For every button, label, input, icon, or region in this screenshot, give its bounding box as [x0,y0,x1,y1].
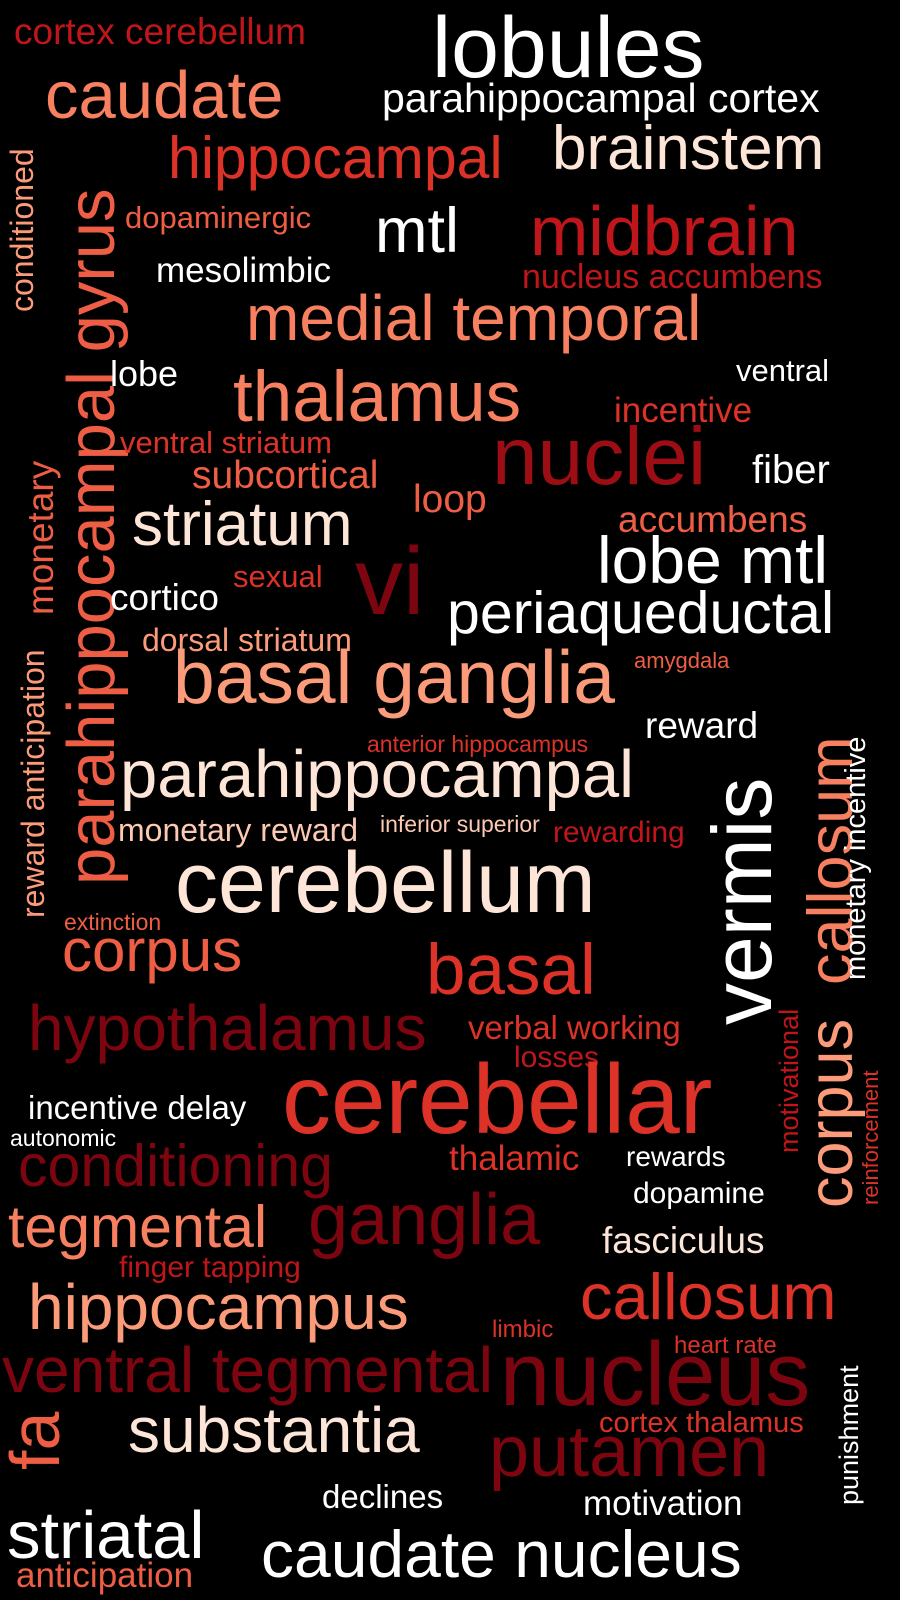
word: rewarding [553,816,685,849]
word: vi [355,528,425,635]
word: thalamic [449,1139,580,1178]
word: caudate nucleus [261,1517,742,1591]
word: ganglia [308,1180,541,1260]
word: monetary reward [118,812,359,848]
word: fiber [752,448,830,492]
word: parahippocampal cortex [382,75,820,121]
word: medial temporal [246,282,702,354]
word: reward [645,705,759,746]
word: conditioning [18,1133,333,1199]
word: striatal [7,1498,205,1573]
word: cortex cerebellum [14,11,307,52]
word: rewards [626,1141,726,1172]
word: reinforcement [858,1070,883,1205]
word: losses [514,1041,600,1074]
word: dorsal striatum [142,622,352,658]
word: motivation [583,1484,743,1523]
word: fa [0,1411,74,1470]
word: hippocampus [28,1271,409,1343]
word: cerebellar [282,1044,713,1154]
word: lobules [432,0,705,96]
word: limbic [492,1316,554,1343]
word: incentive delay [28,1089,247,1126]
word: hypothalamus [28,992,427,1064]
word: substantia [128,1394,420,1466]
word: extinction [64,909,162,935]
word: sexual [233,559,323,594]
word: monetary incentive [840,736,872,980]
word: parahippocampal [120,737,635,812]
word: accumbens [618,499,808,540]
word: tegmental [8,1194,268,1260]
word: mtl [375,196,459,266]
word: dopaminergic [125,200,312,235]
word: ventral striatum [120,425,332,460]
word: basal ganglia [173,635,616,719]
word: lobe [110,353,179,394]
word: cerebellum [175,835,596,931]
word: basal [426,931,596,1010]
word: anterior hippocampus [367,731,589,757]
word: monetary [20,460,61,615]
word: nucleus accumbens [522,258,823,296]
word: ventral [736,353,830,388]
word: callosum [580,1260,837,1333]
word: motivational [774,1008,804,1153]
word: fasciculus [602,1220,765,1261]
word: verbal working [468,1009,681,1046]
word: thalamus [233,358,522,437]
word: nuclei [492,411,707,502]
word: corpus [796,1018,866,1208]
word: punishment [834,1365,864,1505]
word: nucleus [500,1325,811,1425]
word: dopamine [633,1177,765,1210]
word: inferior superior [380,811,540,837]
word: incentive [614,391,753,430]
word: finger tapping [119,1251,301,1284]
word: brainstem [552,114,825,183]
word: lobe mtl [597,523,829,597]
word: putamen [489,1412,770,1492]
word: reward anticipation [15,649,51,918]
word: striatum [132,490,353,559]
word: hippocampal [168,125,503,191]
word: loop [413,478,487,521]
word: parahippocampal gyrus [54,188,129,885]
word: cortico [110,577,219,618]
word: midbrain [530,192,799,270]
word: vermis [695,777,789,1025]
word: autonomic [10,1125,117,1151]
word: periaqueductal [447,580,835,646]
word: mesolimbic [156,251,332,290]
word: conditioned [4,148,40,312]
word: corpus [62,917,243,984]
word: anticipation [16,1556,194,1595]
word: subcortical [192,454,379,497]
word: caudate [45,58,284,133]
word: heart rate [674,1332,777,1359]
word: declines [322,1478,444,1515]
word: cortex thalamus [599,1407,804,1439]
word: amygdala [634,648,730,673]
word: ventral tegmental [2,1334,493,1406]
